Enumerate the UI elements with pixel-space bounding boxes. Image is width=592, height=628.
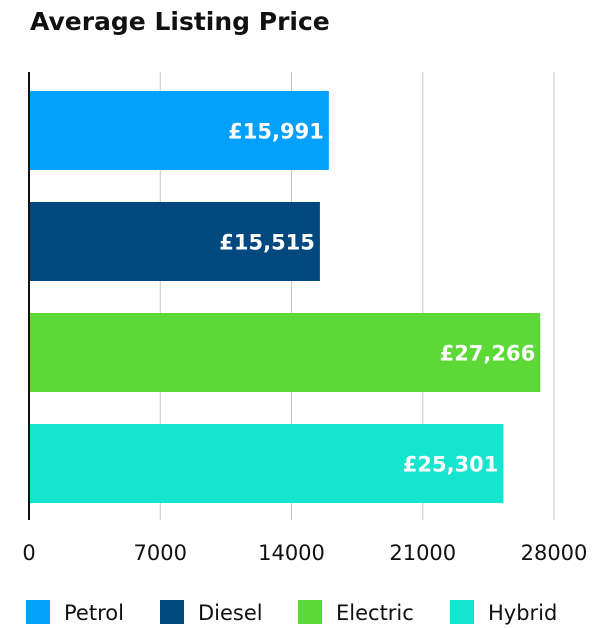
legend: Petrol Diesel Electric Hybrid: [26, 600, 557, 625]
data-label: £25,301: [403, 453, 499, 477]
legend-label-petrol: Petrol: [64, 601, 124, 625]
bar-diesel: [29, 202, 320, 281]
data-label: £15,515: [219, 231, 315, 255]
legend-swatch-electric: [298, 600, 322, 624]
chart-title: Average Listing Price: [30, 7, 330, 36]
x-axis-ticks: 0 7000 14000 21000 28000: [22, 541, 587, 565]
legend-label-diesel: Diesel: [198, 601, 263, 625]
bar-electric: [29, 313, 541, 392]
legend-label-hybrid: Hybrid: [488, 601, 557, 625]
legend-swatch-hybrid: [450, 600, 474, 624]
data-label: £27,266: [440, 342, 536, 366]
bar-petrol: [29, 91, 329, 170]
x-tick-label: 21000: [389, 541, 456, 565]
bar-hybrid: [29, 424, 504, 503]
x-tick-label: 7000: [134, 541, 187, 565]
legend-swatch-diesel: [160, 600, 184, 624]
x-tick-label: 28000: [521, 541, 588, 565]
legend-swatch-petrol: [26, 600, 50, 624]
x-tick-label: 14000: [258, 541, 325, 565]
bars: £15,991 £15,515 £27,266 £25,301: [29, 91, 541, 503]
legend-label-electric: Electric: [336, 601, 414, 625]
data-label: £15,991: [228, 120, 324, 144]
x-tick-label: 0: [22, 541, 35, 565]
